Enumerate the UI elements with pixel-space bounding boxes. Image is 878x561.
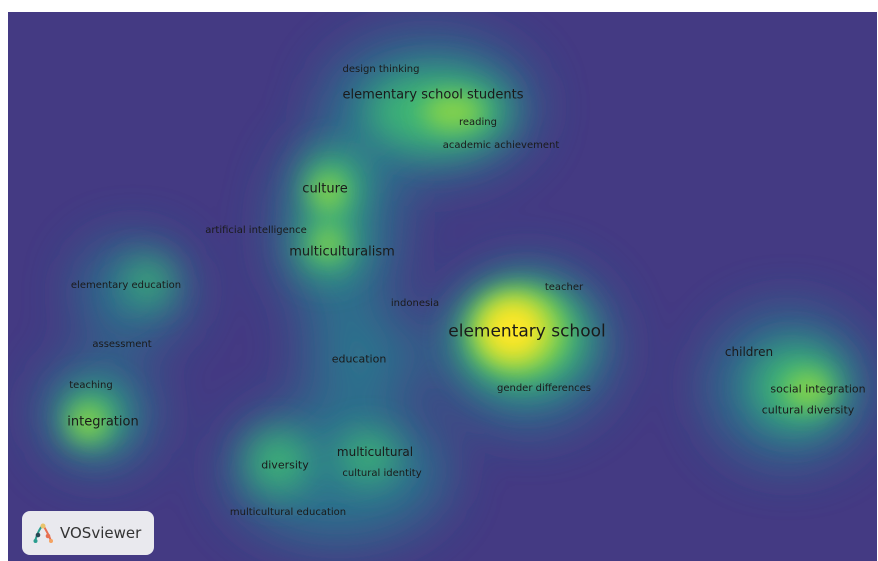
term-design-thinking[interactable]: design thinking (342, 64, 420, 75)
vosviewer-logo-label: VOSviewer (60, 524, 142, 542)
term-artificial-intelligence[interactable]: artificial intelligence (205, 225, 307, 236)
density-heatmap (43, 37, 868, 542)
term-integration[interactable]: integration (67, 414, 139, 430)
term-elementary-school[interactable]: elementary school (448, 321, 606, 342)
term-teacher[interactable]: teacher (544, 282, 584, 293)
term-culture[interactable]: culture (302, 181, 348, 197)
term-assessment[interactable]: assessment (92, 339, 152, 350)
term-multiculturalism[interactable]: multiculturalism (289, 244, 395, 260)
term-teaching[interactable]: teaching (69, 380, 113, 391)
density-map[interactable]: design thinking elementary school studen… (8, 12, 877, 561)
term-multicultural-education[interactable]: multicultural education (229, 507, 347, 518)
term-elementary-education[interactable]: elementary education (70, 280, 182, 291)
term-reading[interactable]: reading (459, 117, 497, 128)
term-cultural-diversity[interactable]: cultural diversity (761, 403, 855, 417)
vosviewer-logo-badge[interactable]: VOSviewer (22, 511, 154, 555)
term-multicultural[interactable]: multicultural (336, 445, 414, 459)
term-academic-achievement[interactable]: academic achievement (442, 140, 560, 151)
vosviewer-logo-icon (33, 523, 53, 543)
term-gender-differences[interactable]: gender differences (496, 383, 592, 394)
term-elementary-school-students[interactable]: elementary school students (342, 87, 524, 103)
term-cultural-identity[interactable]: cultural identity (342, 468, 422, 479)
term-indonesia[interactable]: indonesia (390, 298, 440, 309)
term-diversity[interactable]: diversity (261, 458, 309, 472)
term-children[interactable]: children (724, 345, 774, 359)
term-education[interactable]: education (331, 352, 387, 366)
term-social-integration[interactable]: social integration (770, 382, 866, 396)
